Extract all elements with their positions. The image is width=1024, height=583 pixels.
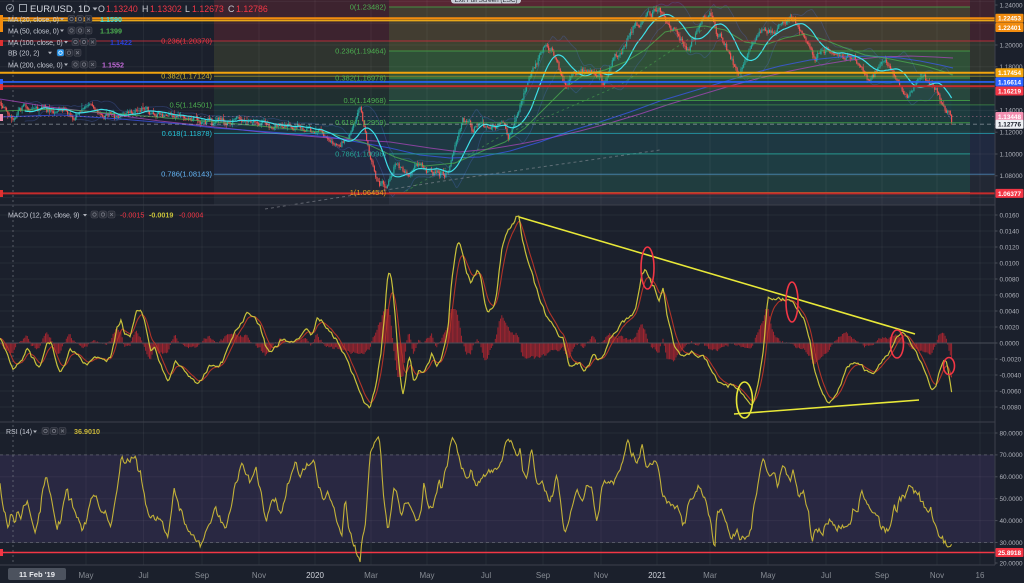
svg-text:0.236(1.20370): 0.236(1.20370) — [161, 36, 212, 45]
svg-text:RSI (14): RSI (14) — [6, 429, 32, 436]
svg-text:EUR/USD, 1D: EUR/USD, 1D — [30, 4, 90, 15]
svg-text:0.236(1.19464): 0.236(1.19464) — [335, 46, 386, 55]
svg-text:1.22401: 1.22401 — [998, 25, 1022, 32]
svg-text:1.10000: 1.10000 — [1000, 151, 1024, 158]
svg-text:MACD (12, 26, close, 9): MACD (12, 26, close, 9) — [8, 213, 79, 220]
svg-text:0.382(1.17124): 0.382(1.17124) — [161, 72, 212, 81]
svg-text:Jul: Jul — [821, 571, 831, 580]
svg-text:50.0000: 50.0000 — [1000, 496, 1024, 503]
svg-text:May: May — [760, 571, 775, 580]
svg-text:0.0120: 0.0120 — [1000, 244, 1020, 251]
svg-text:0.0140: 0.0140 — [1000, 228, 1020, 235]
svg-text:Nov: Nov — [594, 571, 608, 580]
svg-text:1.06377: 1.06377 — [998, 191, 1022, 198]
svg-text:Mar: Mar — [703, 571, 717, 580]
svg-text:May: May — [78, 571, 93, 580]
svg-text:0.786(1.10098): 0.786(1.10098) — [335, 149, 386, 158]
svg-text:1.24000: 1.24000 — [1000, 2, 1024, 9]
svg-text:BB (20, 2): BB (20, 2) — [8, 51, 40, 58]
svg-text:20.0000: 20.0000 — [1000, 560, 1024, 567]
svg-text:Nov: Nov — [930, 571, 944, 580]
svg-text:Jul: Jul — [138, 571, 148, 580]
svg-text:1.1590: 1.1590 — [100, 15, 122, 24]
svg-text:Mar: Mar — [364, 571, 378, 580]
svg-text:-0.0020: -0.0020 — [1000, 356, 1022, 363]
svg-text:80.0000: 80.0000 — [1000, 430, 1024, 437]
svg-text:-0.0015: -0.0015 — [120, 211, 144, 220]
svg-text:2020: 2020 — [306, 571, 324, 580]
svg-text:60.0000: 60.0000 — [1000, 474, 1024, 481]
svg-text:MA (20, close, 0): MA (20, close, 0) — [8, 17, 59, 24]
svg-text:1.1422: 1.1422 — [110, 38, 132, 47]
svg-text:0.0040: 0.0040 — [1000, 308, 1020, 315]
svg-text:0.382(1.16978): 0.382(1.16978) — [335, 73, 386, 82]
svg-text:May: May — [419, 571, 434, 580]
svg-text:30.0000: 30.0000 — [1000, 540, 1024, 547]
svg-text:1.1552: 1.1552 — [102, 60, 124, 69]
svg-text:-0.0080: -0.0080 — [1000, 404, 1022, 411]
svg-text:0.786(1.08143): 0.786(1.08143) — [161, 170, 212, 179]
svg-text:16: 16 — [976, 571, 985, 580]
svg-text:1.12776: 1.12776 — [998, 122, 1022, 129]
svg-text:0.5(1.14501): 0.5(1.14501) — [169, 100, 212, 109]
svg-text:0.5(1.14968): 0.5(1.14968) — [343, 96, 386, 105]
svg-text:1.08000: 1.08000 — [1000, 173, 1024, 180]
svg-text:-0.0004: -0.0004 — [179, 211, 203, 220]
svg-text:Sep: Sep — [875, 571, 890, 580]
svg-text:MA (50, close, 0): MA (50, close, 0) — [8, 28, 59, 35]
svg-text:0.0080: 0.0080 — [1000, 276, 1020, 283]
svg-text:25.8918: 25.8918 — [998, 550, 1022, 557]
svg-text:2021: 2021 — [648, 571, 666, 580]
svg-text:70.0000: 70.0000 — [1000, 452, 1024, 459]
svg-text:1.22453: 1.22453 — [998, 16, 1022, 23]
svg-text:1(1.06454): 1(1.06454) — [350, 188, 387, 197]
svg-text:Exit Full Screen (ESC): Exit Full Screen (ESC) — [455, 0, 518, 4]
svg-text:0.0160: 0.0160 — [1000, 212, 1020, 219]
svg-text:1.13448: 1.13448 — [998, 114, 1022, 121]
svg-text:Sep: Sep — [536, 571, 551, 580]
svg-text:0(1.23482): 0(1.23482) — [350, 2, 387, 11]
svg-text:0.618(1.12959): 0.618(1.12959) — [335, 118, 386, 127]
svg-text:1.14000: 1.14000 — [1000, 108, 1024, 115]
svg-text:1.18000: 1.18000 — [1000, 64, 1024, 71]
svg-text:1.16614: 1.16614 — [998, 79, 1022, 86]
svg-text:Nov: Nov — [252, 571, 266, 580]
svg-text:1.1399: 1.1399 — [100, 26, 122, 35]
svg-text:1.12000: 1.12000 — [1000, 130, 1024, 137]
svg-text:0.0060: 0.0060 — [1000, 292, 1020, 299]
svg-text:-0.0019: -0.0019 — [149, 211, 173, 220]
svg-text:MA (100, close, 0): MA (100, close, 0) — [8, 40, 63, 47]
svg-text:MA (200, close, 0): MA (200, close, 0) — [8, 62, 63, 69]
svg-text:0.0020: 0.0020 — [1000, 324, 1020, 331]
svg-text:1.16219: 1.16219 — [998, 88, 1022, 95]
svg-text:-0.0060: -0.0060 — [1000, 388, 1022, 395]
svg-text:Jul: Jul — [481, 571, 491, 580]
svg-text:1.17454: 1.17454 — [998, 70, 1022, 77]
svg-text:0.618(1.11878): 0.618(1.11878) — [162, 129, 213, 138]
svg-text:0.0100: 0.0100 — [1000, 260, 1020, 267]
svg-text:0.0000: 0.0000 — [1000, 340, 1020, 347]
svg-text:1.20000: 1.20000 — [1000, 42, 1024, 49]
svg-text:Sep: Sep — [195, 571, 210, 580]
svg-text:-0.0040: -0.0040 — [1000, 372, 1022, 379]
svg-text:36.9010: 36.9010 — [74, 427, 100, 436]
svg-text:11 Feb '19: 11 Feb '19 — [19, 570, 55, 579]
svg-text:40.0000: 40.0000 — [1000, 518, 1024, 525]
